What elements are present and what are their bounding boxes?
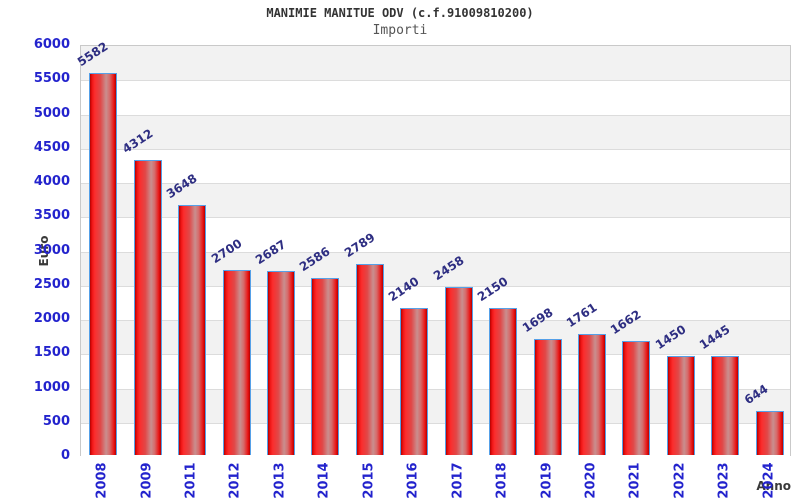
chart-subtitle: Importi [372,23,428,38]
x-tick-text: 2008 [94,461,110,499]
y-tick-label: 5500 [33,71,70,87]
y-tick-label: 6000 [33,37,70,52]
x-tick-text: 2015 [361,461,377,499]
x-tick-text: 2021 [627,461,643,499]
y-tick-label: 1000 [33,379,70,395]
x-tick-label: 2017 [436,458,480,500]
bar-2024 [755,410,784,455]
x-tick-label: 2019 [524,458,568,500]
x-tick-label: 2016 [391,458,435,500]
bar-2018 [489,307,518,455]
x-tick-label: 2008 [80,458,124,500]
bar-2014 [311,277,340,455]
gridline [81,320,790,321]
x-tick-label: 2024 [747,458,791,500]
x-tick-text: 2017 [450,461,466,499]
x-axis-title: Anno [756,479,791,493]
gridline [81,285,790,287]
y-tick-label: 4000 [33,174,70,189]
y-tick-label: 1500 [33,345,70,361]
bar-2016 [400,308,429,455]
plot-band [81,114,790,149]
gridline [81,251,790,253]
x-tick-text: 2013 [272,461,288,499]
bar-2020 [578,334,607,455]
gridline [81,148,790,150]
gridline [81,354,790,356]
x-tick-text: 2018 [494,461,510,499]
x-tick-label: 2015 [347,458,391,500]
bar-2012 [222,270,251,455]
bar-2013 [266,270,295,455]
x-tick-label: 2011 [169,458,213,500]
x-tick-text: 2014 [316,461,332,499]
x-tick-text: 2011 [183,461,199,499]
plot-area [80,45,791,457]
x-tick-text: 2024 [761,461,777,499]
x-tick-text: 2020 [583,461,599,499]
x-tick-label: 2021 [613,458,657,500]
x-tick-label: 2009 [124,458,168,500]
bar-2015 [355,263,384,455]
x-tick-text: 2022 [672,461,688,499]
plot-band [81,80,790,115]
y-tick-label: 5000 [33,105,70,121]
y-tick-label: 0 [60,448,70,463]
gridline [81,80,790,82]
gridline [81,422,790,424]
x-tick-label: 2014 [302,458,346,500]
bar-2022 [666,355,695,455]
bar-2008 [89,72,118,455]
bar-2009 [133,159,162,455]
x-tick-label: 2013 [258,458,302,500]
bar-2017 [444,286,473,455]
x-tick-label: 2012 [213,458,257,500]
x-tick-text: 2016 [405,461,421,499]
y-tick-label: 3000 [33,242,70,258]
bar-2021 [622,341,651,455]
x-tick-label: 2023 [702,458,746,500]
y-tick-label: 3500 [33,208,70,224]
x-tick-text: 2009 [139,461,155,499]
x-tick-label: 2020 [569,458,613,500]
y-tick-label: 4500 [33,139,70,155]
y-tick-label: 2000 [33,311,70,326]
plot-band [81,148,790,183]
y-tick-label: 500 [42,413,70,429]
x-tick-label: 2018 [480,458,524,500]
gridline [81,114,790,116]
gridline [81,183,790,184]
x-tick-text: 2019 [539,461,555,499]
plot-band [81,46,790,81]
chart-title: MANIMIE MANITUE ODV (c.f.91009810200) [266,6,534,20]
gridline [81,388,790,390]
gridline [81,217,790,219]
bar-2023 [711,356,740,455]
y-tick-label: 2500 [33,276,70,292]
bar-2019 [533,338,562,455]
x-tick-text: 2023 [716,461,732,499]
x-tick-label: 2022 [658,458,702,500]
x-tick-text: 2012 [228,461,244,499]
bar-2011 [178,205,207,455]
